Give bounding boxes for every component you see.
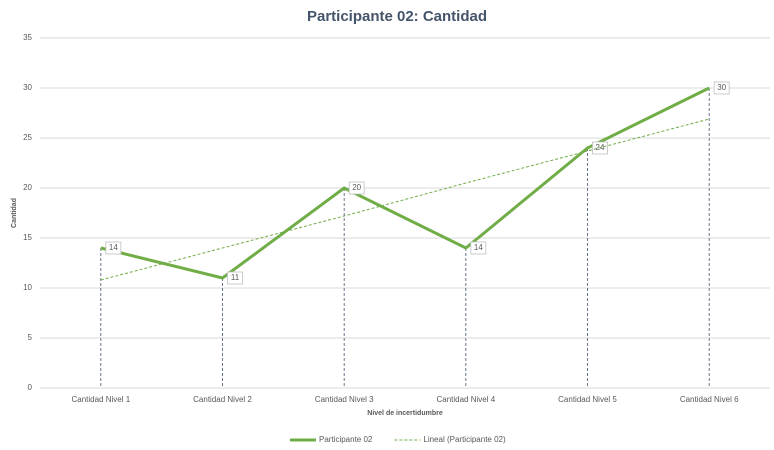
y-tick-label: 10 [23,283,32,292]
y-tick-label: 15 [23,233,32,242]
legend-label: Lineal (Participante 02) [423,435,506,444]
y-tick-label: 20 [23,183,32,192]
series-line [100,86,710,280]
data-label-box [713,81,730,95]
data-label-box [105,241,122,255]
data-label: 14 [109,243,118,252]
data-label-box [470,241,487,255]
data-label: 30 [717,83,726,92]
y-tick-label: 5 [28,333,33,342]
y-tick-label: 25 [23,133,32,142]
x-tick-label: Cantidad Nivel 2 [193,395,252,404]
y-tick-label: 0 [28,383,33,392]
chart-title: Participante 02: Cantidad [307,8,487,25]
x-tick-label: Cantidad Nivel 3 [315,395,374,404]
y-axis-label: Cantidad [11,198,18,228]
x-axis-label: Nivel de incertidumbre [367,410,443,417]
y-tick-label: 30 [23,83,32,92]
data-label: 20 [352,183,361,192]
trend-line [100,118,710,281]
data-label: 14 [474,243,483,252]
x-tick-label: Cantidad Nivel 1 [71,395,130,404]
data-label-box [348,181,365,195]
x-tick-label: Cantidad Nivel 5 [558,395,617,404]
x-tick-label: Cantidad Nivel 6 [680,395,739,404]
data-label-box [227,271,243,285]
y-tick-label: 35 [23,33,32,42]
legend-label: Participante 02 [319,435,373,444]
data-label: 11 [231,273,240,282]
x-tick-label: Cantidad Nivel 4 [436,395,495,404]
